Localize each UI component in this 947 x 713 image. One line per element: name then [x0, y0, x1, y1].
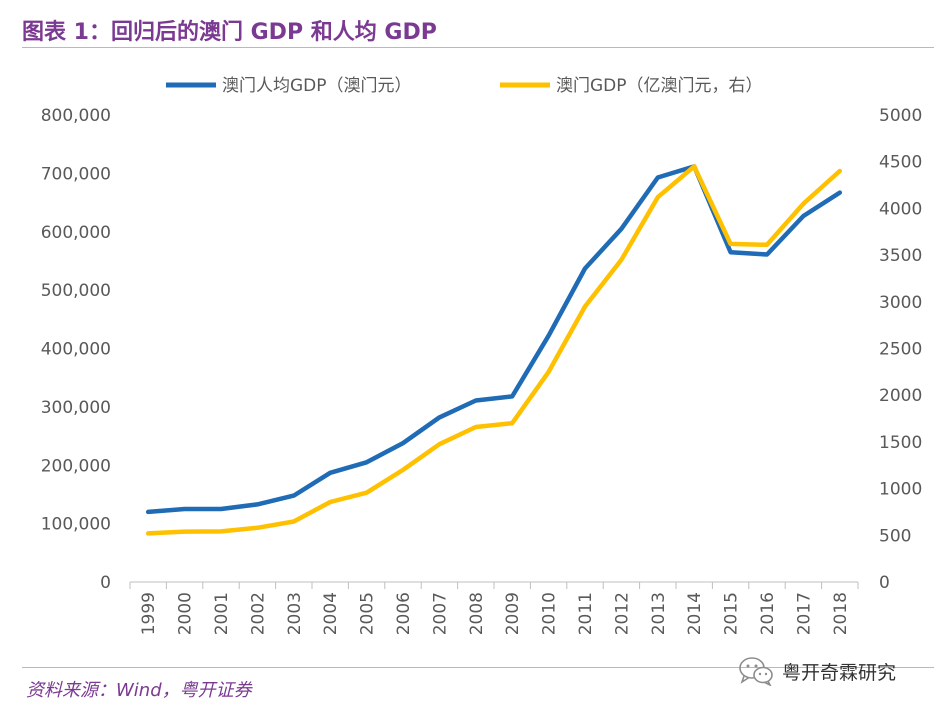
left-axis-tick-label: 500,000 [41, 281, 111, 301]
left-axis-tick-label: 400,000 [41, 340, 111, 360]
legend: 澳门人均GDP（澳门元） 澳门GDP（亿澳门元，右） [166, 76, 763, 96]
x-axis-tick-label: 2008 [467, 592, 487, 635]
right-axis-tick-label: 2500 [879, 340, 922, 360]
chart-title: 图表 1：回归后的澳门 GDP 和人均 GDP [22, 20, 437, 45]
x-axis-tick-label: 2014 [685, 592, 705, 635]
x-axis-tick-label: 2006 [394, 592, 414, 635]
x-axis-tick-label: 2010 [540, 592, 560, 635]
left-axis-tick-label: 300,000 [41, 398, 111, 418]
wechat-icon [739, 657, 773, 686]
x-axis-tick-label: 1999 [139, 592, 159, 635]
right-axis-tick-label: 1000 [879, 480, 922, 500]
left-axis-tick-label: 100,000 [41, 515, 111, 535]
x-axis-tick-label: 2007 [430, 592, 450, 635]
title-divider [22, 47, 934, 48]
right-axis-tick-label: 4500 [879, 153, 922, 173]
legend-label: 澳门人均GDP（澳门元） [222, 76, 412, 96]
watermark: 粤开奇霖研究 [738, 656, 896, 686]
left-axis-tick-label: 700,000 [41, 164, 111, 184]
per-capita-gdp-line [145, 164, 843, 515]
right-axis-tick-label: 2000 [879, 386, 922, 406]
x-axis-tick-label: 2002 [248, 592, 268, 635]
right-axis-tick-label: 4000 [879, 199, 922, 219]
total-gdp-line [145, 164, 843, 536]
x-axis-tick-label: 2015 [722, 592, 742, 635]
source-note: 资料来源：Wind，粤开证券 [26, 680, 252, 701]
x-axis-tick-label: 2009 [503, 592, 523, 635]
left-y-axis: 0 100,000 200,000 300,000 400,000 500,000 600,… [41, 106, 111, 593]
left-axis-tick-label: 200,000 [41, 456, 111, 476]
x-axis-tick-label: 2017 [794, 592, 814, 635]
x-axis-tick-label: 2003 [285, 592, 305, 635]
right-y-axis: 0 500 1000 1500 2000 2500 3000 3500 4000 4500 5000 [879, 106, 922, 593]
right-axis-tick-label: 500 [879, 526, 911, 546]
x-axis-tick-label: 2004 [321, 592, 341, 635]
x-axis-tick-label: 2018 [831, 592, 851, 635]
x-axis: 1999 2000 2001 2002 2003 2004 2005 2006 2007 2008… [129, 581, 859, 635]
right-axis-tick-label: 5000 [879, 106, 922, 126]
x-axis-tick-label: 2012 [612, 592, 632, 635]
x-axis-tick-label: 2005 [358, 592, 378, 635]
left-axis-tick-label: 600,000 [41, 223, 111, 243]
series-layer [145, 164, 843, 536]
line-chart: 澳门人均GDP（澳门元） 澳门GDP（亿澳门元，右） 0 100,000 200,00… [41, 76, 923, 635]
left-axis-tick-label: 800,000 [41, 106, 111, 126]
x-axis-tick-label: 2016 [758, 592, 778, 635]
right-axis-tick-label: 3000 [879, 293, 922, 313]
footer-divider [22, 667, 934, 668]
x-axis-tick-label: 2000 [176, 592, 196, 635]
right-axis-tick-label: 0 [879, 573, 890, 593]
watermark-text: 粤开奇霖研究 [782, 661, 897, 684]
x-axis-tick-label: 2001 [212, 592, 232, 635]
x-axis-tick-label: 2011 [576, 592, 596, 635]
left-axis-tick-label: 0 [100, 573, 111, 593]
x-axis-tick-label: 2013 [649, 592, 669, 635]
right-axis-tick-label: 1500 [879, 433, 922, 453]
right-axis-tick-label: 3500 [879, 246, 922, 266]
legend-label: 澳门GDP（亿澳门元，右） [556, 76, 763, 96]
